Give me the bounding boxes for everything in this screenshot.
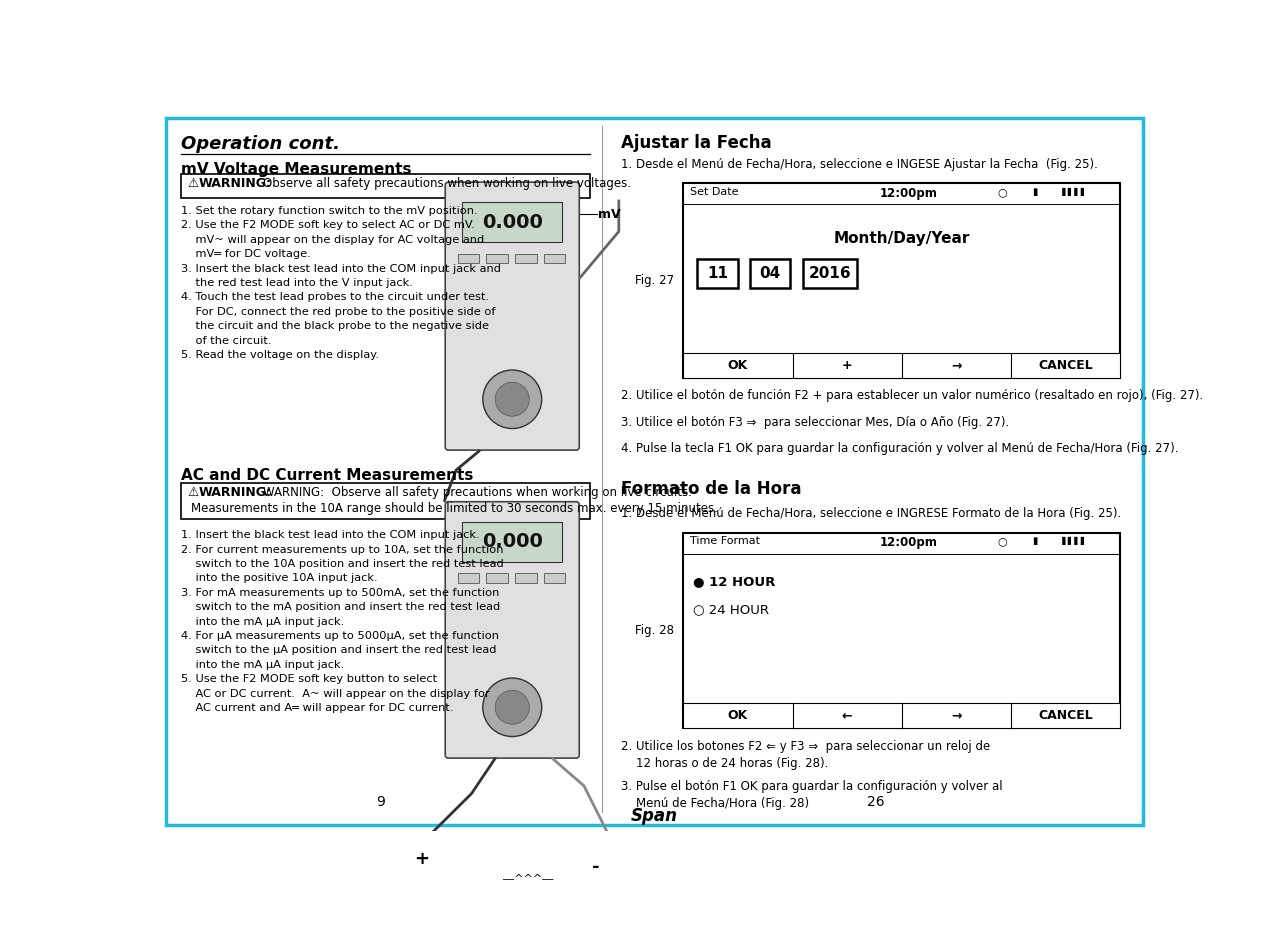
Text: -: - bbox=[591, 857, 599, 876]
Text: 26: 26 bbox=[867, 795, 885, 809]
Text: mV: mV bbox=[598, 207, 621, 220]
FancyBboxPatch shape bbox=[446, 502, 580, 758]
Text: Time Format: Time Format bbox=[690, 536, 760, 546]
Bar bbox=[515, 573, 536, 583]
Text: +: + bbox=[414, 850, 429, 868]
Text: ○ 24 HOUR: ○ 24 HOUR bbox=[692, 603, 769, 616]
Text: 04: 04 bbox=[760, 266, 780, 281]
Text: ● 12 HOUR: ● 12 HOUR bbox=[692, 574, 775, 587]
Text: →: → bbox=[951, 359, 962, 372]
Text: Measurements in the 10A range should be limited to 30 seconds max. every 15 minu: Measurements in the 10A range should be … bbox=[190, 502, 718, 516]
Bar bbox=[462, 522, 562, 561]
Text: CANCEL: CANCEL bbox=[1038, 709, 1093, 722]
Text: OK: OK bbox=[728, 709, 748, 722]
Text: 4. Pulse la tecla F1 OK para guardar la configuración y volver al Menú de Fecha/: 4. Pulse la tecla F1 OK para guardar la … bbox=[622, 442, 1179, 455]
Text: 12:00pm: 12:00pm bbox=[880, 187, 937, 200]
Bar bbox=[181, 483, 590, 518]
Text: 1. Insert the black test lead into the COM input jack.
2. For current measuremen: 1. Insert the black test lead into the C… bbox=[181, 531, 504, 713]
Bar bbox=[683, 703, 1120, 729]
Text: Fig. 28: Fig. 28 bbox=[635, 624, 674, 637]
Text: 12:00pm: 12:00pm bbox=[880, 536, 937, 549]
Text: Span: Span bbox=[631, 807, 678, 825]
Text: AC and DC Current Measurements: AC and DC Current Measurements bbox=[181, 468, 474, 483]
Text: 1. Set the rotary function switch to the mV position.
2. Use the F2 MODE soft ke: 1. Set the rotary function switch to the… bbox=[181, 206, 502, 360]
Text: +: + bbox=[842, 359, 852, 372]
Circle shape bbox=[495, 690, 529, 724]
Bar bbox=[462, 202, 562, 242]
Text: WARNING:: WARNING: bbox=[198, 487, 272, 500]
Text: Set Date: Set Date bbox=[690, 187, 738, 197]
Text: 3. Pulse el botón F1 OK para guardar la configuración y volver al
    Menú de Fe: 3. Pulse el botón F1 OK para guardar la … bbox=[622, 780, 1002, 810]
Text: Formato de la Hora: Formato de la Hora bbox=[622, 480, 802, 498]
Text: 1. Desde el Menú de Fecha/Hora, seleccione e INGESE Ajustar la Fecha  (Fig. 25).: 1. Desde el Menú de Fecha/Hora, seleccio… bbox=[622, 158, 1098, 171]
Bar bbox=[487, 254, 508, 263]
Text: 2. Utilice los botones F2 ⇐ y F3 ⇒  para seleccionar un reloj de
    12 horas o : 2. Utilice los botones F2 ⇐ y F3 ⇒ para … bbox=[622, 740, 991, 770]
Text: 11: 11 bbox=[707, 266, 728, 281]
FancyBboxPatch shape bbox=[446, 182, 580, 450]
Text: Ajustar la Fecha: Ajustar la Fecha bbox=[622, 134, 773, 151]
Circle shape bbox=[495, 382, 529, 417]
Text: ▐▐▐▐: ▐▐▐▐ bbox=[1059, 536, 1084, 545]
Bar bbox=[181, 174, 590, 198]
Text: 2. Utilice el botón de función F2 + para establecer un valor numérico (resaltado: 2. Utilice el botón de función F2 + para… bbox=[622, 389, 1204, 403]
Bar bbox=[683, 183, 1120, 377]
Text: Fig. 27: Fig. 27 bbox=[635, 274, 674, 287]
Text: ▮: ▮ bbox=[1033, 536, 1038, 546]
Text: ⚠: ⚠ bbox=[188, 487, 199, 500]
Text: 3. Utilice el botón F3 ⇒  para seleccionar Mes, Día o Año (Fig. 27).: 3. Utilice el botón F3 ⇒ para selecciona… bbox=[622, 417, 1010, 430]
Text: 0.000: 0.000 bbox=[481, 532, 543, 551]
Text: 2016: 2016 bbox=[808, 266, 852, 281]
Bar bbox=[457, 573, 479, 583]
Bar bbox=[544, 573, 566, 583]
Bar bbox=[457, 254, 479, 263]
Circle shape bbox=[483, 370, 541, 429]
Bar bbox=[544, 254, 566, 263]
Text: Observe all safety precautions when working on live voltages.: Observe all safety precautions when work… bbox=[263, 177, 631, 190]
Text: ○: ○ bbox=[997, 536, 1008, 546]
Text: WARNING:: WARNING: bbox=[198, 177, 272, 190]
Text: →: → bbox=[951, 709, 962, 722]
Text: OK: OK bbox=[728, 359, 748, 372]
Bar bbox=[487, 573, 508, 583]
Text: 0.000: 0.000 bbox=[481, 213, 543, 232]
Text: CANCEL: CANCEL bbox=[1038, 359, 1093, 372]
Bar bbox=[683, 353, 1120, 377]
Text: mV Voltage Measurements: mV Voltage Measurements bbox=[181, 163, 411, 177]
Text: WARNING:  Observe all safety precautions when working on live circuits.: WARNING: Observe all safety precautions … bbox=[263, 487, 692, 500]
Text: ←: ← bbox=[842, 709, 852, 722]
Text: ―^^^―: ―^^^― bbox=[503, 873, 553, 884]
Bar bbox=[750, 259, 790, 289]
Text: ⚠: ⚠ bbox=[188, 177, 199, 190]
Bar bbox=[683, 532, 1120, 729]
Text: 9: 9 bbox=[377, 795, 386, 809]
Text: ○: ○ bbox=[997, 187, 1008, 197]
Text: 1. Desde el Menú de Fecha/Hora, seleccione e INGRESE Formato de la Hora (Fig. 25: 1. Desde el Menú de Fecha/Hora, seleccio… bbox=[622, 507, 1121, 520]
Circle shape bbox=[483, 678, 541, 737]
Text: ▮: ▮ bbox=[1033, 187, 1038, 197]
Text: Month/Day/Year: Month/Day/Year bbox=[834, 231, 969, 246]
Bar bbox=[697, 259, 738, 289]
Text: Operation cont.: Operation cont. bbox=[181, 135, 341, 153]
Bar bbox=[803, 259, 857, 289]
Text: ▐▐▐▐: ▐▐▐▐ bbox=[1059, 187, 1084, 196]
Bar bbox=[515, 254, 536, 263]
